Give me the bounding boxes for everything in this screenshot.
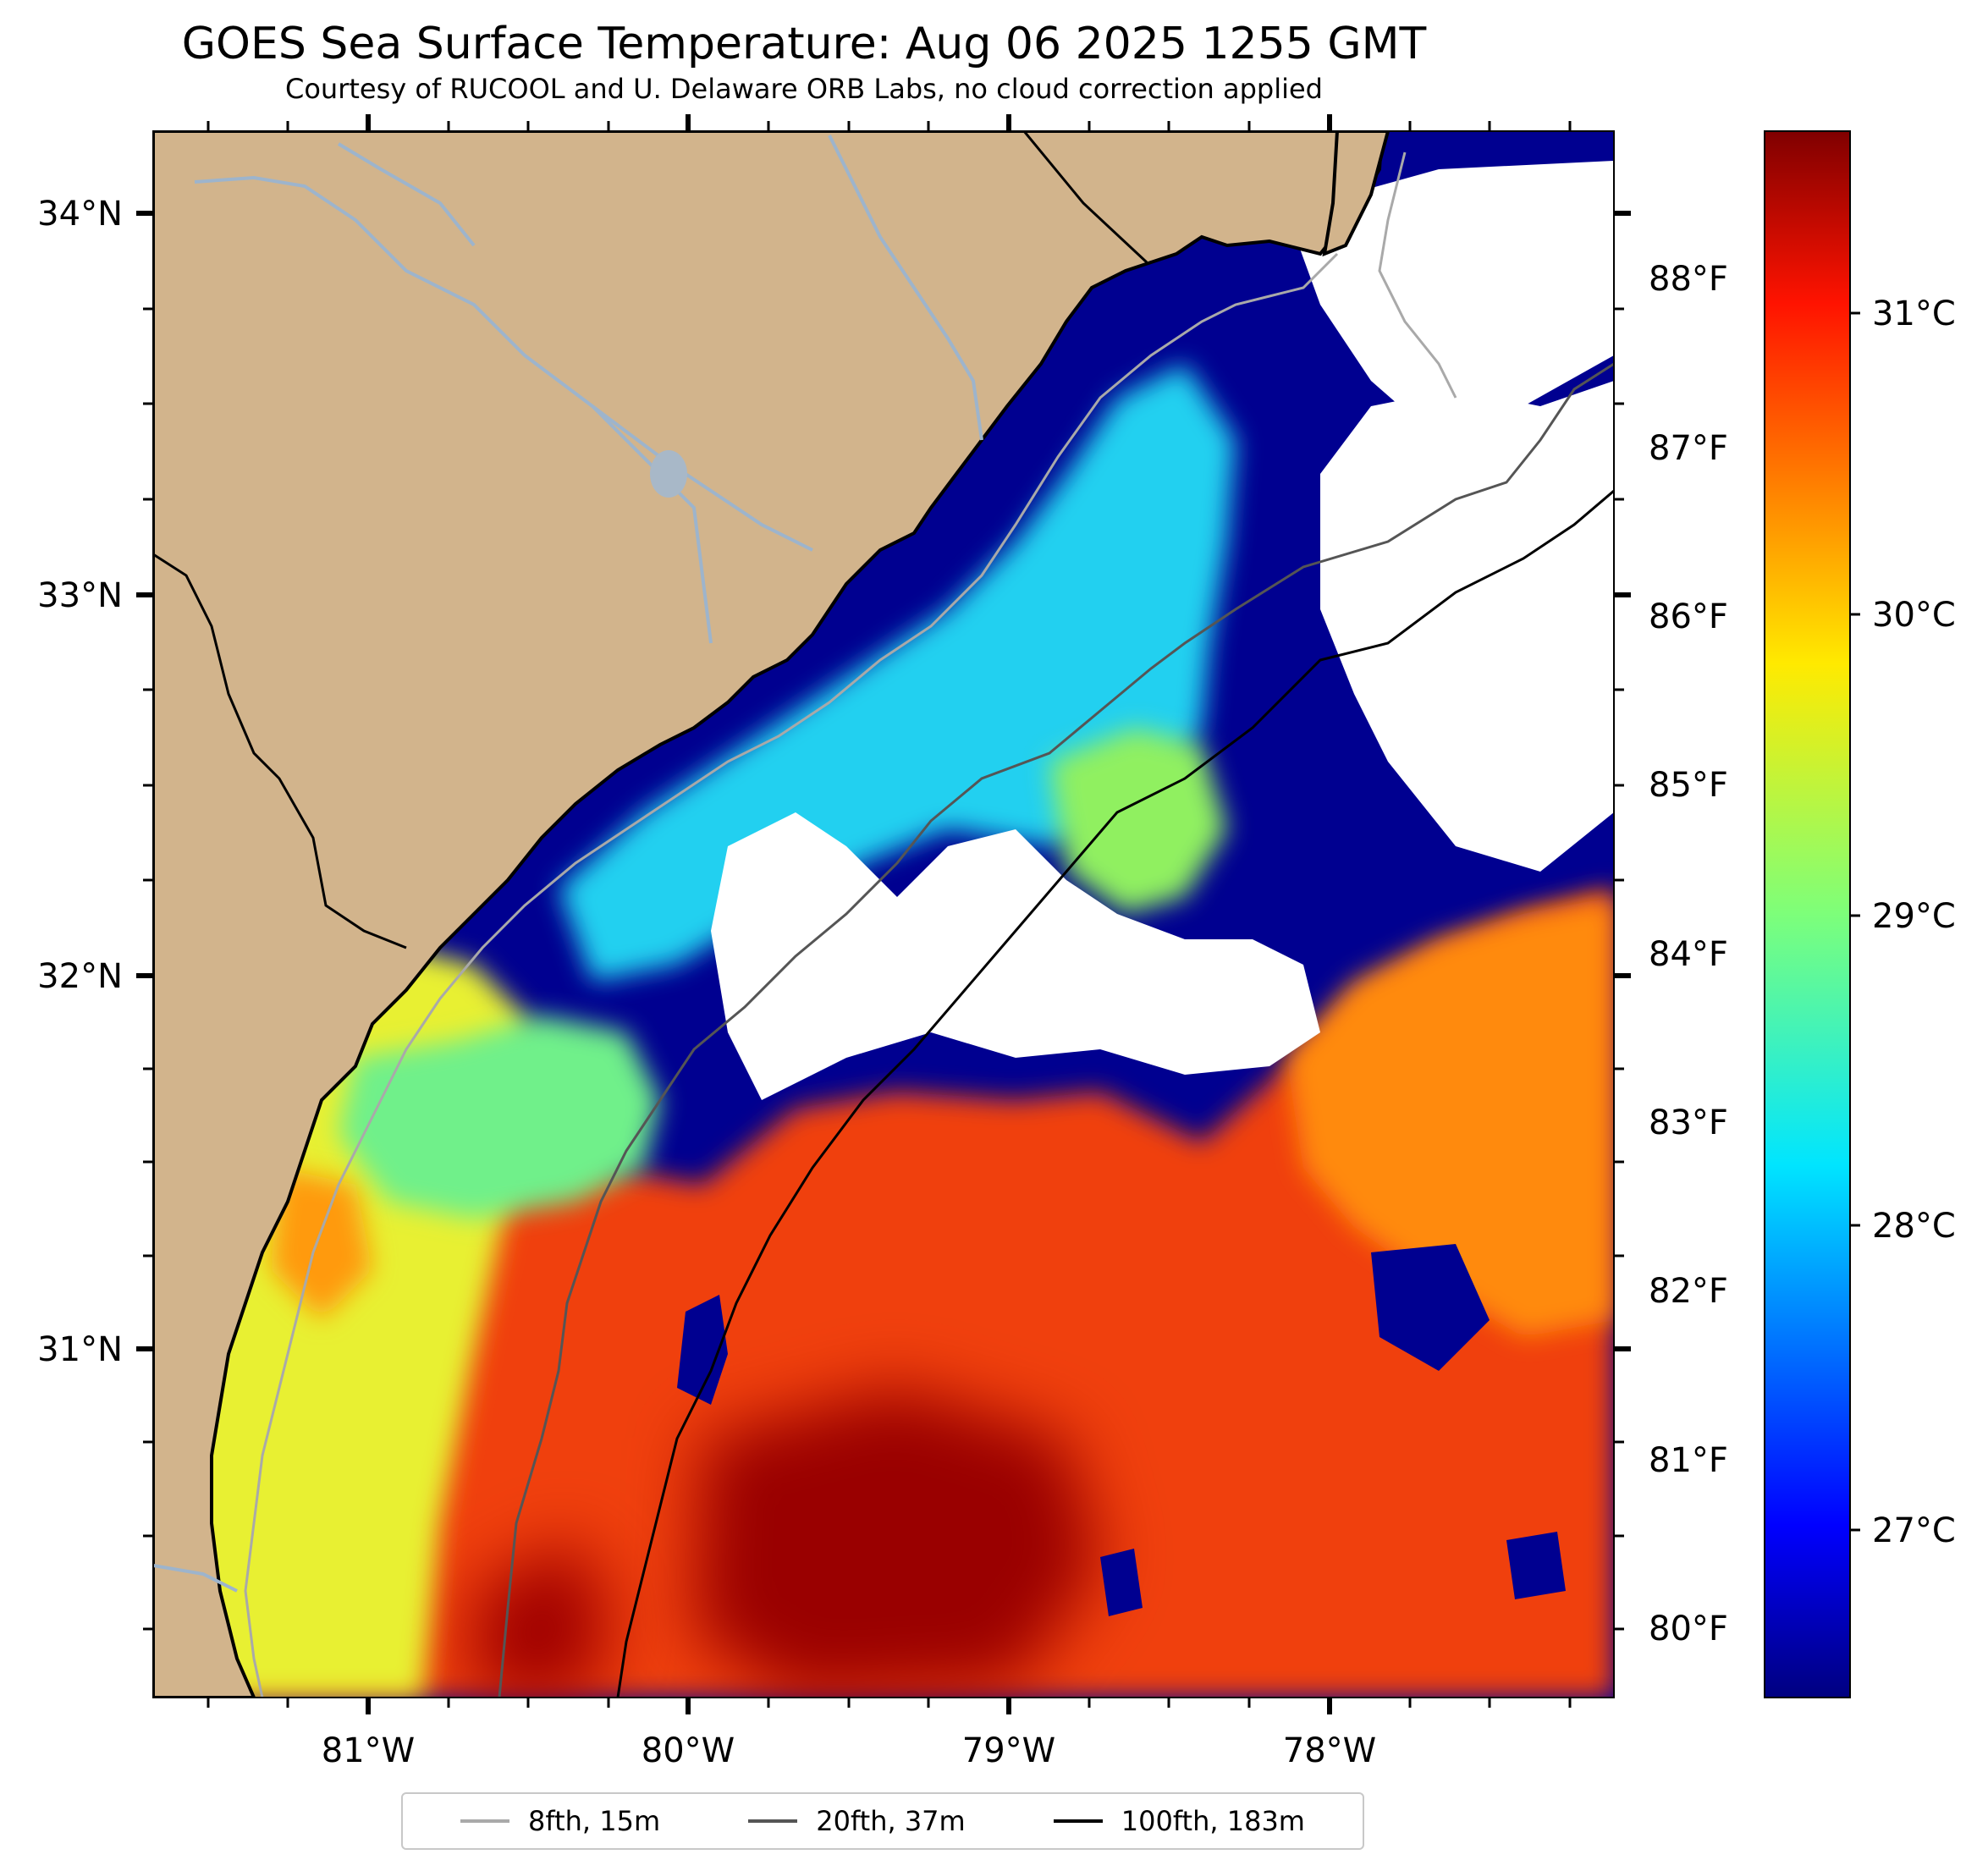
celsius-tick-labels: 31°C 30°C 29°C 28°C 27°C (1872, 294, 1956, 1550)
lon-tick-label: 81°W (322, 1731, 415, 1770)
contour-legend: 8fth, 15m 20fth, 37m 100fth, 183m (401, 1792, 1364, 1850)
cold-eddy-2 (1100, 1549, 1143, 1616)
legend-label: 20fth, 37m (816, 1805, 966, 1837)
nearshore-orange-strip (271, 1168, 372, 1320)
legend-line-icon (748, 1819, 798, 1823)
nearshore-green-patch (339, 1015, 660, 1219)
lon-tick-label: 80°W (642, 1731, 735, 1770)
legend-line-icon (1053, 1819, 1103, 1823)
map-subtitle: Courtesy of RUCOOL and U. Delaware ORB L… (285, 73, 1323, 105)
celsius-tick-label: 29°C (1872, 897, 1956, 936)
map-area (153, 131, 1614, 1698)
contour-8fth (244, 252, 1339, 1698)
legend-label: 8fth, 15m (528, 1805, 661, 1837)
fahrenheit-tick-label: 88°F (1649, 260, 1728, 299)
fahrenheit-tick-label: 84°F (1649, 935, 1728, 974)
lon-tick-label: 79°W (962, 1731, 1055, 1770)
cold-eddy-3 (1506, 1532, 1566, 1599)
no-data-region-central (711, 812, 1320, 1100)
legend-label: 100fth, 183m (1121, 1805, 1305, 1837)
deep-red-core (694, 1388, 1100, 1698)
land-mainland (153, 131, 1385, 1698)
lat-tick-label: 33°N (37, 576, 123, 615)
legend-item-100fth: 100fth, 183m (1053, 1805, 1305, 1837)
fahrenheit-tick-label: 86°F (1649, 597, 1728, 636)
contour-100fth (616, 489, 1614, 1698)
offshore-green-patch (1049, 728, 1227, 914)
state-border (153, 553, 407, 949)
fahrenheit-tick-label: 85°F (1649, 766, 1728, 805)
fahrenheit-tick-label: 82°F (1649, 1272, 1728, 1311)
legend-item-8fth: 8fth, 15m (460, 1805, 660, 1837)
cold-eddy-4 (1371, 1244, 1490, 1371)
lake (650, 450, 687, 498)
map-frame (152, 130, 1615, 1698)
no-data-region-mid (1320, 381, 1614, 872)
state-border-nc-sc (1022, 131, 1148, 264)
fahrenheit-tick-labels: 88°F 87°F 86°F 85°F 84°F 83°F 82°F 81°F … (1649, 260, 1728, 1648)
fahrenheit-tick-label: 83°F (1649, 1103, 1728, 1142)
contour-8fth-north (1378, 151, 1457, 399)
lat-tick-label: 31°N (37, 1330, 123, 1369)
legend-line-icon (460, 1819, 510, 1823)
lat-tick-labels: 34°N 33°N 32°N 31°N (37, 195, 123, 1369)
legend-item-20fth: 20fth, 37m (748, 1805, 966, 1837)
deep-red-west (474, 1540, 609, 1698)
lat-tick-label: 32°N (37, 957, 123, 996)
lon-tick-label: 78°W (1283, 1731, 1376, 1770)
map-ticks (136, 114, 1631, 1714)
fahrenheit-tick-label: 81°F (1649, 1441, 1728, 1480)
no-data-region-north (1286, 161, 1614, 440)
orange-water-east (1286, 897, 1614, 1337)
celsius-tick-label: 31°C (1872, 294, 1956, 333)
fahrenheit-tick-label: 80°F (1649, 1610, 1728, 1648)
cold-eddy-1 (677, 1295, 728, 1405)
celsius-tick-label: 30°C (1872, 596, 1956, 635)
celsius-tick-label: 27°C (1872, 1511, 1956, 1550)
celsius-tick-label: 28°C (1872, 1207, 1956, 1246)
colorbar (1764, 130, 1851, 1698)
warm-water-region (153, 889, 1614, 1698)
land-north-cape (1322, 131, 1390, 257)
fahrenheit-tick-label: 87°F (1649, 429, 1728, 468)
contour-20fth (498, 362, 1614, 1698)
lon-tick-labels: 81°W 80°W 79°W 78°W (322, 1731, 1376, 1770)
map-title: GOES Sea Surface Temperature: Aug 06 202… (181, 19, 1427, 69)
colorbar-ticks (1850, 311, 1860, 1532)
lat-tick-label: 34°N (37, 195, 123, 234)
